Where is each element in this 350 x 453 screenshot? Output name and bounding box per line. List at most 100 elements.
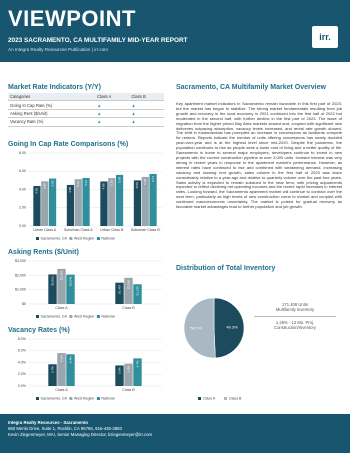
legend-swatch <box>36 315 39 318</box>
header-publication: An Integra Realty Resources Publication … <box>8 47 109 52</box>
value-label: 5.60 <box>117 177 121 183</box>
bar <box>133 358 142 386</box>
footer-office: Integra Realty Resources - Sacramento <box>8 420 89 425</box>
bar <box>74 179 82 226</box>
arrow: ▲ <box>129 117 164 127</box>
y-tick-label: $3,000 <box>15 259 26 263</box>
overview-text: Key apartment market indicators in Sacra… <box>176 101 342 210</box>
bar <box>48 364 57 386</box>
legend-swatch <box>36 397 39 400</box>
row-label: Asking Rent ($/Unit) <box>8 109 96 119</box>
chart: 0.00 2.00 4.00 6.00 8.00 Urban Class A 4.38 4.9… <box>19 151 162 241</box>
value-label: 5.4% <box>68 356 72 363</box>
bar <box>115 174 124 226</box>
note-label: Multifamily Inventory <box>275 307 315 313</box>
chart-title: Going In Cap Rate Comparisons (%) <box>8 141 129 148</box>
y-tick-label: $0 <box>22 302 26 306</box>
value-label: 4.38 <box>35 188 39 194</box>
chart-title: Vacancy Rates (%) <box>8 327 70 334</box>
bar <box>108 178 116 226</box>
bar <box>124 277 133 304</box>
bar <box>66 354 75 386</box>
legend-label: West Region <box>74 237 95 241</box>
y-tick-label: 4.00 <box>19 187 26 191</box>
legend-label: National <box>101 315 114 319</box>
y-tick-label: 8.0% <box>18 337 27 341</box>
legend-swatch <box>96 237 100 240</box>
legend-swatch <box>69 237 73 240</box>
arrow: ▲ <box>129 109 164 119</box>
chart-title: Asking Rents ($/Unit) <box>8 249 79 256</box>
value-label: 5.13 <box>76 181 80 187</box>
bar <box>115 282 124 304</box>
bar <box>141 176 149 226</box>
y-tick-label: 0.0% <box>18 384 27 388</box>
x-tick-label: Class A <box>55 388 68 392</box>
value-label: 5.25 <box>110 180 114 186</box>
indicators-table: Categories Class A Class B Going In Cap Ra… <box>8 93 164 127</box>
legend-swatch <box>96 315 100 318</box>
value-label: 3.7% <box>50 366 54 373</box>
bar <box>149 173 157 226</box>
legend-label: West Region <box>74 315 95 319</box>
arrow: ▲ <box>129 100 164 110</box>
pie-slice <box>213 297 245 359</box>
arrow: ▲ <box>95 117 130 127</box>
bar <box>115 365 124 386</box>
bar <box>133 180 142 226</box>
legend-label: Class B <box>229 397 242 401</box>
chart-title: Distribution of Total Inventory <box>176 265 276 272</box>
y-tick-label: 2.0% <box>18 372 27 376</box>
value-label: 4.88 <box>102 183 106 189</box>
x-tick-label: Suburban Class B <box>131 228 161 232</box>
bar <box>100 181 108 226</box>
y-tick-label: 8.00 <box>19 151 26 155</box>
legend-label: Sacramento, CA <box>41 397 68 401</box>
bar <box>57 268 66 304</box>
x-tick-label: Urban Class B <box>100 228 124 232</box>
y-tick-label: 6.00 <box>19 169 26 173</box>
bar <box>66 184 75 226</box>
legend-label: Class A <box>203 397 216 401</box>
legend-label: Sacramento, CA <box>41 315 68 319</box>
value-label: $2,449 <box>59 271 63 281</box>
legend-swatch <box>224 397 227 400</box>
y-tick-label: 6.0% <box>18 349 27 353</box>
value-label: 3.5% <box>117 367 121 374</box>
bar <box>48 274 57 304</box>
y-tick-label: 0.00 <box>19 224 26 228</box>
logo: irr. <box>312 26 338 48</box>
legend-swatch <box>36 237 39 240</box>
y-tick-label: 2.00 <box>19 206 26 210</box>
value-label: $1,487 <box>117 284 121 294</box>
x-tick-label: Suburban Class A <box>64 228 93 232</box>
overview-title: Sacramento, CA Multifamily Market Overvi… <box>176 84 326 91</box>
value-label: 49.3% <box>226 325 238 330</box>
value-label: $2,063 <box>50 276 54 286</box>
pie-slice <box>183 297 216 359</box>
legend-label: West Region <box>74 397 95 401</box>
col-head: Class A <box>95 93 130 102</box>
col-head: Class B <box>129 93 164 102</box>
note-value: 1.26% - 12 Mo. Proj. <box>275 319 315 325</box>
y-tick-label: $2,000 <box>15 273 26 277</box>
bar <box>41 181 49 226</box>
bar <box>57 353 66 386</box>
value-label: 4.90 <box>43 183 47 189</box>
footer-contact: Kevin Ziegenmeyer, MAI, Senior Managing … <box>8 432 153 437</box>
chart: $0 $1,000 $2,000 $3,000 Class A $2,063 $2,449 $… <box>15 259 162 319</box>
header-subtitle: 2023 SACRAMENTO, CA MULTIFAMILY MID-YEAR… <box>8 37 188 44</box>
row-label: Going In Cap Rate (%) <box>8 100 96 110</box>
value-label: 4.7% <box>135 360 139 367</box>
note-value: 171,408 Units <box>282 302 308 307</box>
y-tick-label: $1,000 <box>15 288 26 292</box>
value-label: $1,375 <box>135 286 139 296</box>
value-label: 3.8% <box>126 365 130 372</box>
value-label: 50.7% <box>190 325 202 330</box>
value-label: $2,048 <box>68 276 72 286</box>
x-tick-label: Class B <box>122 388 135 392</box>
bar <box>82 178 90 226</box>
value-label: 5.38 <box>143 179 147 185</box>
bar <box>133 284 142 304</box>
